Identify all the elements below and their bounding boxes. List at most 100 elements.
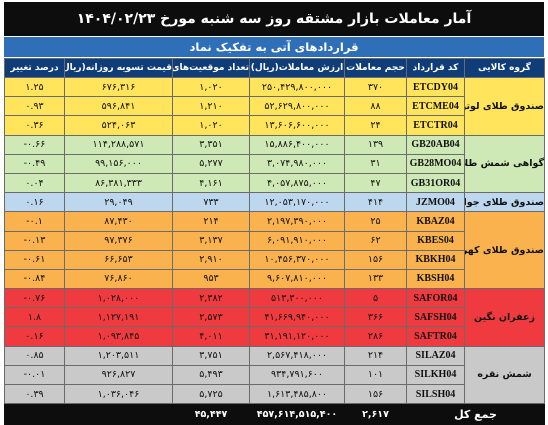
volume-cell: ۱۳۹: [344, 134, 407, 155]
open-positions-cell: ۴,۰۱۱: [172, 326, 250, 347]
table-row: شمش نقره SILAZ04 ۲۱۴ ۲,۵۶۷,۴۱۸,۰۰۰ ۳,۷۵۱ ۱,۲۰…: [4, 345, 545, 405]
change-percent-cell: ۰.۸۵: [4, 345, 65, 366]
group-name-cell: صندوق طلای جواهر: [464, 192, 545, 213]
open-positions-cell: ۱,۲۱۰: [172, 96, 250, 117]
total-row: جمع کل ۲,۶۱۷ ۴۵۷,۶۱۴,۵۱۵,۴۰۰ ۴۵,۴۴۷: [4, 403, 545, 425]
value-cell: ۱,۶۱۳,۴۸۵,۸۰۰: [249, 383, 345, 405]
change-percent-cell: ۰.۰۱-: [4, 364, 65, 386]
change-percent-cell: ۰.۱۳-: [4, 230, 65, 251]
table-row: KBSH04 ۱۳۳ ۹,۶۰۷,۸۱۰,۰۰۰ ۹۵۳ ۷۶,۸۶۰ ۰.۸۴-: [4, 268, 545, 290]
open-positions-cell: ۵,۷۲۵: [172, 383, 250, 405]
volume-cell: ۲۸۶: [344, 326, 407, 347]
contract-symbol: JZMO04: [406, 192, 465, 213]
contract-symbol: SILKH04: [406, 364, 465, 386]
contract-symbol: KBKH04: [406, 249, 465, 270]
report-subtitle: قراردادهای آتی به تفکیک نماد: [4, 37, 544, 57]
group-name-cell: گواهی شمش طلا: [464, 134, 545, 194]
settlement-price-cell: ۵۲۴,۰۶۳: [64, 115, 173, 136]
header-volume: حجم معاملات: [344, 58, 407, 78]
contract-symbol: SILSH04: [406, 383, 465, 405]
value-cell: ۴۱,۶۶۹,۹۴۰,۰۰۰: [249, 307, 345, 328]
volume-cell: ۴۷: [344, 172, 407, 194]
contract-symbol: GB28MO04: [406, 153, 465, 174]
change-percent-cell: ۰.۹۳: [4, 96, 65, 117]
contract-symbol: ETCME04: [406, 96, 465, 117]
header-settlement-price: قیمت تسویه روزانه(ریال): [64, 58, 173, 78]
change-percent-cell: ۱.۲۵: [4, 76, 65, 98]
volume-cell: ۳۶۶: [344, 307, 407, 328]
contract-symbol: GB31OR04: [406, 172, 465, 194]
settlement-price-cell: ۶۶,۶۵۳: [64, 249, 173, 270]
open-positions-cell: ۴,۱۶۱: [172, 172, 250, 194]
open-positions-cell: ۳,۱۳۷: [172, 230, 250, 251]
open-positions-cell: ۲۱۴: [172, 211, 250, 232]
open-positions-cell: ۲,۹۱۰: [172, 249, 250, 270]
open-positions-cell: ۵,۲۷۷: [172, 153, 250, 174]
table-body: صندوق طلای لوتوسETCDY04۳۷۰۲۵۰,۴۲۹,۸۰۰,۰۰…: [4, 76, 545, 425]
header-change-percent: درصد تغییر: [4, 58, 65, 78]
change-percent-cell: ۰.۱۶: [4, 192, 65, 213]
volume-cell: ۳۱: [344, 153, 407, 174]
table-row: گواهی شمش طلا GB20AB04 ۱۳۹ ۱۵,۸۸۶,۴۰۰,۰۰۰ ۳,…: [4, 134, 545, 194]
contract-symbol: SAFTR04: [406, 326, 465, 347]
value-cell: ۲,۵۶۷,۴۱۸,۰۰۰: [249, 345, 345, 366]
table-row: GB31OR04 ۴۷ ۴,۰۵۷,۸۷۵,۰۰۰ ۴,۱۶۱ ۸۶,۳۸۱,۳۳۳ ۰.…: [4, 172, 545, 194]
change-percent-cell: ۰.۱۶: [4, 326, 65, 347]
table-header-row: گروه کالایی کد قرارداد حجم معاملات ارزش …: [4, 58, 545, 78]
table-row: ETCME04 ۸۸ ۵۲,۶۲۹,۸۰۰,۰۰۰ ۱,۲۱۰ ۵۹۶,۸۴۱ ۰.۹۳: [4, 96, 545, 117]
settlement-price-cell: ۱,۲۰۳,۵۱۱: [64, 345, 173, 366]
value-cell: ۳,۰۷۴,۹۸۰,۰۰۰: [249, 153, 345, 174]
contract-symbol: SAFSH04: [406, 307, 465, 328]
value-cell: ۹,۶۰۷,۸۱۰,۰۰۰: [249, 268, 345, 290]
table-row: صندوق طلای کهرباKBAZ04۲۵۲,۱۹۷,۳۹۰,۰۰۰۲۱۴…: [4, 211, 545, 290]
volume-cell: ۲۱۴: [344, 345, 407, 366]
volume-cell: ۱۵۶: [344, 383, 407, 405]
report-frame: آمار معاملات بازار مشتقه روز سه شنبه مور…: [4, 2, 545, 425]
settlement-price-cell: ۲۹,۰۴۹: [64, 192, 173, 213]
value-cell: ۴,۰۵۷,۸۷۵,۰۰۰: [249, 172, 345, 194]
table-row: ETCTR04 ۲۴ ۱۳,۶۰۶,۶۰۰,۰۰۰ ۱,۰۲۰ ۵۲۴,۰۶۳ ۰.۳۶: [4, 115, 545, 136]
change-percent-cell: ۰.۴۹-: [4, 153, 65, 174]
settlement-price-cell: ۱,۰۹۳,۸۴۵: [64, 326, 173, 347]
table-row: SAFSH04 ۳۶۶ ۴۱,۶۶۹,۹۴۰,۰۰۰ ۲,۵۷۳ ۱,۱۲۷,۱۹۱ ۱.…: [4, 307, 545, 328]
open-positions-cell: ۳,۷۵۱: [172, 345, 250, 366]
change-percent-cell: ۱.۸: [4, 307, 65, 328]
volume-cell: ۱۰۱: [344, 364, 407, 386]
change-percent-cell: ۰.۷۶-: [4, 288, 65, 309]
change-percent-cell: ۰.۶۶-: [4, 134, 65, 155]
contract-symbol: GB20AB04: [406, 134, 465, 155]
value-cell: ۱۵,۸۸۶,۴۰۰,۰۰۰: [249, 134, 345, 155]
open-positions-cell: ۲,۵۷۳: [172, 307, 250, 328]
total-value: ۴۵۷,۶۱۴,۵۱۵,۴۰۰: [249, 403, 345, 425]
total-open-positions: ۴۵,۴۴۷: [172, 403, 250, 425]
table-row: KBKH04 ۱۵۶ ۱۰,۴۵۶,۳۷۰,۰۰۰ ۲,۹۱۰ ۶۶,۶۵۳ ۰.۶۱-: [4, 249, 545, 270]
contract-symbol: ETCDY04: [406, 76, 465, 98]
volume-cell: ۴۱۴: [344, 192, 407, 213]
total-label: جمع کل: [406, 403, 545, 425]
value-cell: ۹۳۴,۷۹۱,۶۰۰: [249, 364, 345, 386]
header-group: گروه کالایی: [464, 58, 545, 78]
change-percent-cell: ۰.۰۴: [4, 172, 65, 194]
settlement-price-cell: ۵۹۶,۸۴۱: [64, 96, 173, 117]
total-volume: ۲,۶۱۷: [344, 403, 407, 425]
settlement-price-cell: ۱,۰۲۸,۰۰۰: [64, 288, 173, 309]
group-name-cell: شمش نقره: [464, 345, 545, 405]
report-title: آمار معاملات بازار مشتقه روز سه شنبه مور…: [4, 2, 544, 36]
volume-cell: ۲۵: [344, 211, 407, 232]
table-row: صندوق طلای لوتوسETCDY04۳۷۰۲۵۰,۴۲۹,۸۰۰,۰۰…: [4, 76, 545, 136]
contract-symbol: KBAZ04: [406, 211, 465, 232]
table-row: صندوق طلای جواهرJZMO04۴۱۴۱۲,۰۵۳,۱۷۰,۰۰۰۷…: [4, 192, 545, 213]
settlement-price-cell: ۱,۱۲۷,۱۹۱: [64, 307, 173, 328]
settlement-price-cell: ۸۶,۳۸۱,۳۳۳: [64, 172, 173, 194]
contract-symbol: SAFOR04: [406, 288, 465, 309]
group-name-cell: صندوق طلای لوتوس: [464, 77, 545, 136]
contract-symbol: ETCTR04: [406, 115, 465, 136]
table-row: SAFTR04 ۲۸۶ ۳۱,۱۹۱,۱۲۰,۰۰۰ ۴,۰۱۱ ۱,۰۹۳,۸۴۵ ۰.…: [4, 326, 545, 347]
volume-cell: ۵: [344, 288, 407, 309]
table-row: زعفران نگین SAFOR04 ۵ ۵۱۳,۳۰۰,۰۰۰ ۲,۳۸۲ ۱,۰۲۸…: [4, 288, 545, 347]
value-cell: ۲۵۰,۴۲۹,۸۰۰,۰۰۰: [249, 76, 345, 98]
futures-table: گروه کالایی کد قرارداد حجم معاملات ارزش …: [4, 58, 545, 425]
change-percent-cell: ۰.۳۶: [4, 115, 65, 136]
contract-symbol: KBES04: [406, 230, 465, 251]
value-cell: ۳۱,۱۹۱,۱۲۰,۰۰۰: [249, 326, 345, 347]
